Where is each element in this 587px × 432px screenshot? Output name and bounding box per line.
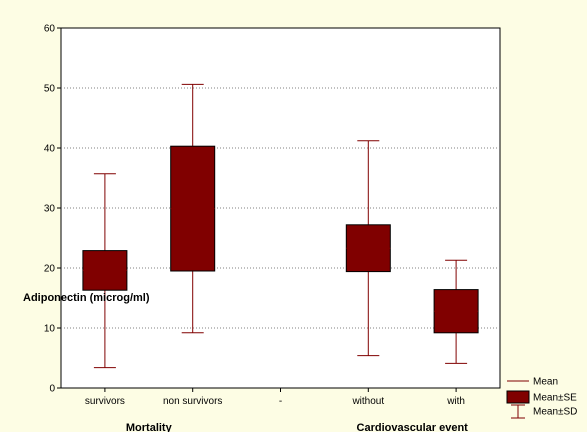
y-tick-label: 10 — [44, 324, 56, 335]
group-label: Mortality — [126, 422, 173, 432]
legend-label: Mean±SE — [533, 393, 577, 404]
y-tick-label: 30 — [44, 204, 56, 215]
x-tick-label: survivors — [85, 396, 125, 407]
group-label: Cardiovascular event — [357, 422, 469, 432]
legend-label: Mean±SD — [533, 407, 577, 418]
x-tick-label: with — [446, 396, 465, 407]
boxes — [82, 83, 479, 369]
legend-se-swatch — [506, 390, 530, 404]
group-labels: Mortality Cardiovascular event — [126, 422, 468, 432]
x-tick-label: without — [351, 396, 384, 407]
y-axis: 0 10 20 30 40 50 60 — [44, 24, 61, 395]
x-tick-label: - — [279, 396, 282, 407]
y-tick-label: 60 — [44, 24, 56, 35]
x-tick-label: non survivors — [163, 396, 222, 407]
y-tick-label: 40 — [44, 144, 56, 155]
y-tick-label: 20 — [44, 264, 56, 275]
gridlines — [61, 87, 500, 329]
legend: Mean Mean±SE Mean±SD — [506, 377, 577, 419]
y-axis-label: Adiponectin (microg/ml) — [23, 292, 150, 304]
x-axis: survivors non survivors - without with — [85, 388, 465, 407]
y-tick-label: 0 — [49, 384, 55, 395]
legend-label: Mean — [533, 377, 558, 388]
y-tick-label: 50 — [44, 84, 56, 95]
